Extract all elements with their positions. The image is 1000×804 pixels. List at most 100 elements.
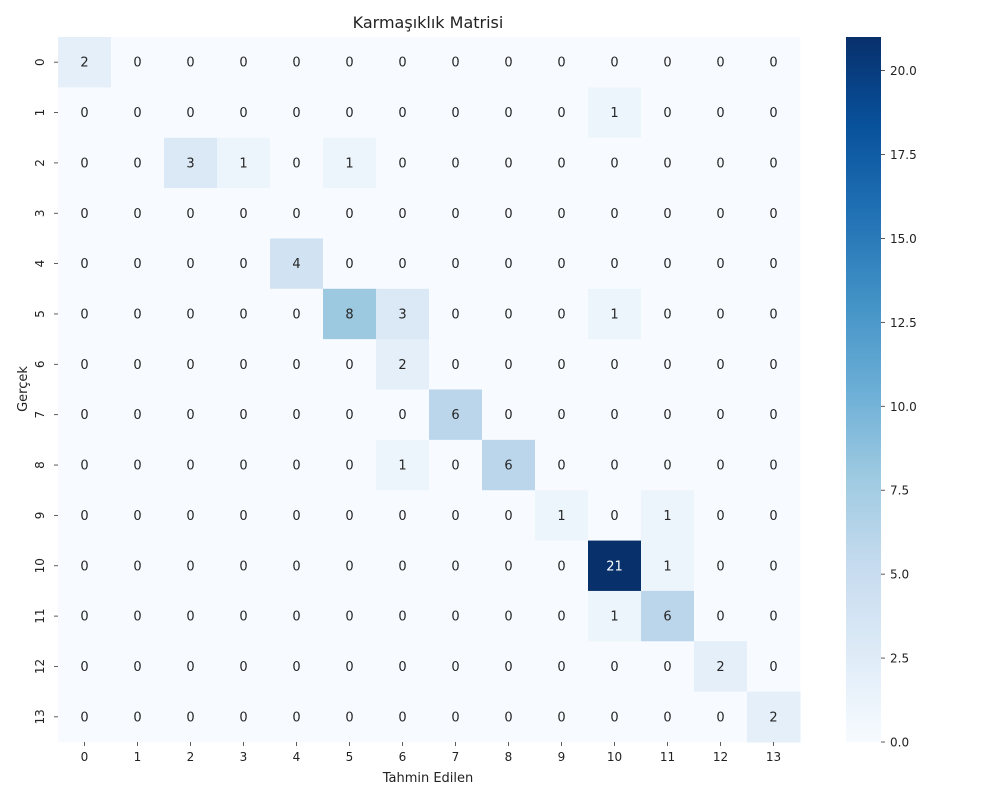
cell-annotation-r11-c0: 0: [80, 610, 88, 625]
heatmap-cell-r13-c10: [588, 691, 642, 743]
heatmap-cell-r0-c7: [429, 37, 483, 88]
heatmap-cell-r11-c3: [217, 590, 271, 642]
cell-annotation-r10-c13: 0: [769, 559, 777, 574]
heatmap-cell-r6-c9: [535, 339, 589, 390]
cell-annotation-r1-c4: 0: [292, 106, 300, 121]
heatmap-cell-r6-c1: [111, 339, 165, 390]
cell-annotation-r1-c12: 0: [716, 106, 724, 121]
cell-annotation-r3-c13: 0: [769, 207, 777, 222]
cell-annotation-r9-c3: 0: [239, 509, 247, 524]
x-tick-label-10: 10: [607, 750, 622, 764]
heatmap-cell-r13-c4: [270, 691, 324, 743]
heatmap-cell-r0-c1: [111, 37, 165, 88]
cell-annotation-r10-c10: 21: [606, 559, 623, 574]
cell-annotation-r12-c7: 0: [451, 660, 459, 675]
cell-annotation-r13-c7: 0: [451, 710, 459, 725]
heatmap-cell-r11-c8: [482, 590, 536, 642]
heatmap-cell-r9-c13: [747, 490, 801, 542]
cell-annotation-r2-c5: 1: [345, 156, 353, 171]
heatmap-cell-r3-c3: [217, 188, 271, 239]
heatmap-cell-r3-c7: [429, 188, 483, 239]
cell-annotation-r7-c12: 0: [716, 408, 724, 423]
heatmap-cell-r6-c12: [694, 339, 748, 390]
heatmap-cell-r5-c2: [164, 288, 218, 340]
cell-annotation-r5-c10: 1: [610, 307, 618, 322]
heatmap-cell-r6-c10: [588, 339, 642, 390]
y-tick-label-12: 12: [33, 659, 47, 674]
heatmap-cell-r10-c1: [111, 540, 165, 592]
heatmap-cell-r13-c12: [694, 691, 748, 743]
heatmap-cell-r11-c12: [694, 590, 748, 642]
chart-title: Karmaşıklık Matrisi: [353, 13, 504, 32]
cell-annotation-r8-c9: 0: [557, 459, 565, 474]
colorbar: [846, 37, 881, 742]
cell-annotation-r0-c1: 0: [133, 56, 141, 71]
heatmap-cell-r1-c4: [270, 87, 324, 139]
cell-annotation-r10-c0: 0: [80, 559, 88, 574]
cell-annotation-r12-c13: 0: [769, 660, 777, 675]
heatmap-cell-r7-c3: [217, 389, 271, 441]
cell-annotation-r12-c1: 0: [133, 660, 141, 675]
cell-annotation-r13-c5: 0: [345, 710, 353, 725]
heatmap-cell-r9-c5: [323, 490, 377, 542]
heatmap-cell-r0-c5: [323, 37, 377, 88]
heatmap-cell-r12-c8: [482, 641, 536, 693]
heatmap-cell-r10-c6: [376, 540, 430, 592]
heatmap-cell-r9-c8: [482, 490, 536, 542]
cell-annotation-r11-c6: 0: [398, 610, 406, 625]
cell-annotation-r0-c6: 0: [398, 56, 406, 71]
heatmap-cell-r5-c5: [323, 288, 377, 340]
cell-annotation-r8-c4: 0: [292, 459, 300, 474]
heatmap-cell-r3-c6: [376, 188, 430, 239]
heatmap-cell-r7-c9: [535, 389, 589, 441]
cell-annotation-r5-c4: 0: [292, 307, 300, 322]
heatmap-cell-r9-c6: [376, 490, 430, 542]
heatmap-cell-r12-c3: [217, 641, 271, 693]
cell-annotation-r13-c0: 0: [80, 710, 88, 725]
cell-annotation-r12-c3: 0: [239, 660, 247, 675]
cell-annotation-r9-c7: 0: [451, 509, 459, 524]
heatmap-cell-r7-c11: [641, 389, 695, 441]
cell-annotation-r12-c10: 0: [610, 660, 618, 675]
cell-annotation-r3-c12: 0: [716, 207, 724, 222]
heatmap-cell-r4-c2: [164, 238, 218, 290]
cell-annotation-r0-c7: 0: [451, 56, 459, 71]
cell-annotation-r3-c1: 0: [133, 207, 141, 222]
x-tick-label-7: 7: [452, 750, 460, 764]
x-tick-label-5: 5: [346, 750, 354, 764]
cell-annotation-r5-c9: 0: [557, 307, 565, 322]
cell-annotation-r1-c3: 0: [239, 106, 247, 121]
heatmap-cell-r11-c0: [58, 590, 112, 642]
cell-annotations: 2 0 0 0 0 0 0 0 0 0 0 0 0 0 0 0 0 0 0 0 0 0 0 0 1 0 0 0 0 0 3 1 0 1 0 0 0 0 0 0…: [80, 56, 777, 726]
cell-annotation-r11-c10: 1: [610, 610, 618, 625]
heatmap-cell-r13-c13: [747, 691, 801, 743]
cell-annotation-r0-c0: 2: [80, 56, 88, 71]
heatmap-cells: [58, 37, 801, 743]
heatmap-cell-r13-c9: [535, 691, 589, 743]
heatmap-cell-r4-c12: [694, 238, 748, 290]
colorbar-tick-label-3: 7.5: [890, 484, 909, 498]
x-tick-label-0: 0: [81, 750, 89, 764]
heatmap-cell-r1-c13: [747, 87, 801, 139]
cell-annotation-r4-c9: 0: [557, 257, 565, 272]
heatmap-cell-r12-c9: [535, 641, 589, 693]
heatmap-cell-r0-c2: [164, 37, 218, 88]
cell-annotation-r12-c5: 0: [345, 660, 353, 675]
heatmap-cell-r5-c1: [111, 288, 165, 340]
cell-annotation-r2-c8: 0: [504, 156, 512, 171]
heatmap-cell-r4-c0: [58, 238, 112, 290]
cell-annotation-r7-c6: 0: [398, 408, 406, 423]
heatmap-cell-r7-c1: [111, 389, 165, 441]
cell-annotation-r11-c13: 0: [769, 610, 777, 625]
cell-annotation-r12-c8: 0: [504, 660, 512, 675]
cell-annotation-r9-c4: 0: [292, 509, 300, 524]
y-tick-label-10: 10: [33, 558, 47, 573]
cell-annotation-r1-c0: 0: [80, 106, 88, 121]
cell-annotation-r7-c9: 0: [557, 408, 565, 423]
heatmap-cell-r7-c6: [376, 389, 430, 441]
heatmap-cell-r6-c0: [58, 339, 112, 390]
heatmap-cell-r9-c12: [694, 490, 748, 542]
cell-annotation-r7-c3: 0: [239, 408, 247, 423]
cell-annotation-r6-c10: 0: [610, 358, 618, 373]
heatmap-cell-r2-c5: [323, 137, 377, 189]
